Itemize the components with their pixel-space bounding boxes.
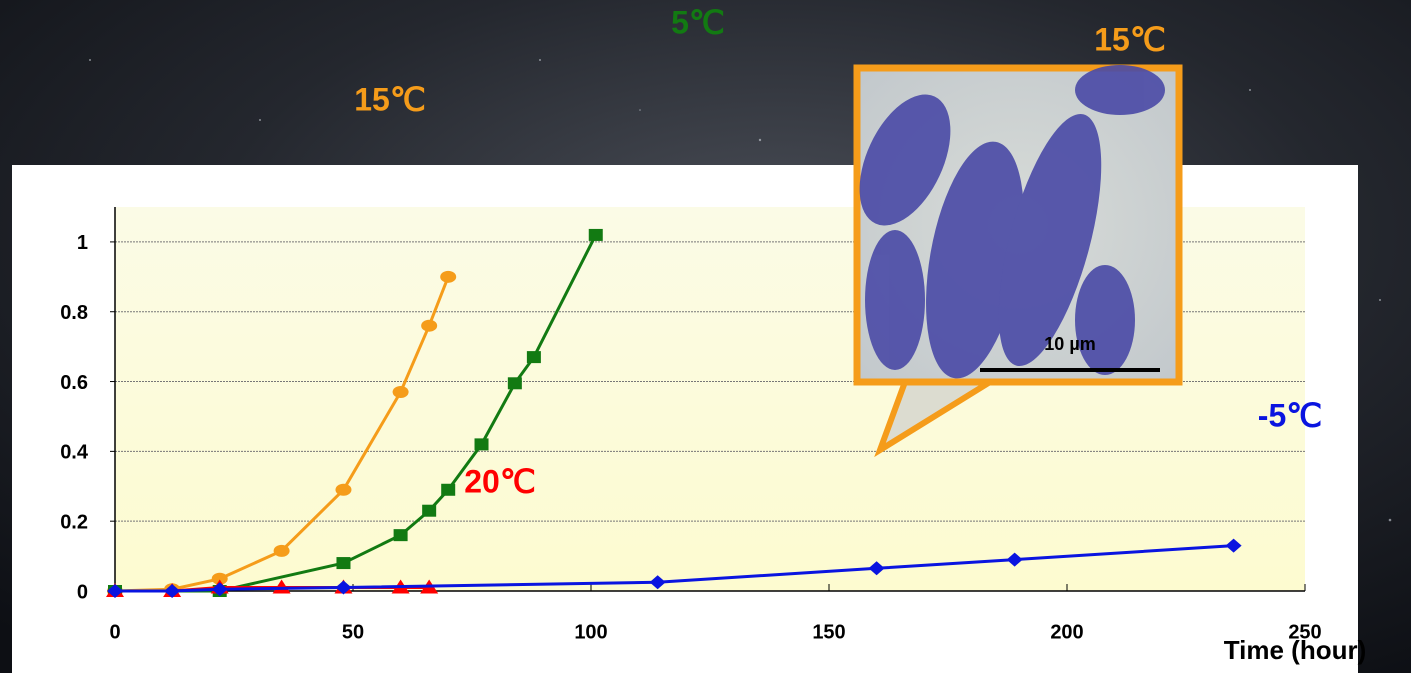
x-tick-label: 150: [812, 621, 845, 643]
point: [393, 386, 409, 398]
x-tick-label: 50: [342, 621, 364, 643]
point: [475, 438, 489, 450]
scale-label: 10 µm: [1044, 334, 1095, 354]
point: [440, 271, 456, 283]
y-tick-label: 0: [77, 581, 88, 603]
point: [335, 484, 351, 496]
annotation: -5℃: [1258, 397, 1322, 433]
y-tick-label: 0.4: [60, 442, 89, 464]
point: [441, 484, 455, 496]
annotation: 15℃: [1094, 21, 1166, 57]
y-tick-label: 0.2: [60, 511, 88, 533]
chart: 10 µm Time (hour) 00.20.40.60.8105010015…: [0, 0, 1411, 673]
y-tick-label: 0.6: [60, 372, 88, 394]
point: [394, 529, 408, 541]
point: [421, 320, 437, 332]
x-tick-label: 100: [574, 621, 607, 643]
x-tick-label: 250: [1288, 621, 1321, 643]
point: [527, 351, 541, 363]
point: [274, 545, 290, 557]
point: [336, 557, 350, 569]
x-tick-label: 200: [1050, 621, 1083, 643]
point: [422, 505, 436, 517]
annotation: 15℃: [354, 81, 426, 117]
point: [508, 377, 522, 389]
point: [589, 229, 603, 241]
x-tick-label: 0: [109, 621, 120, 643]
y-tick-label: 1: [77, 232, 88, 254]
y-tick-label: 0.8: [60, 302, 88, 324]
annotation: 20℃: [464, 463, 536, 499]
annotation: 5℃: [671, 4, 725, 40]
